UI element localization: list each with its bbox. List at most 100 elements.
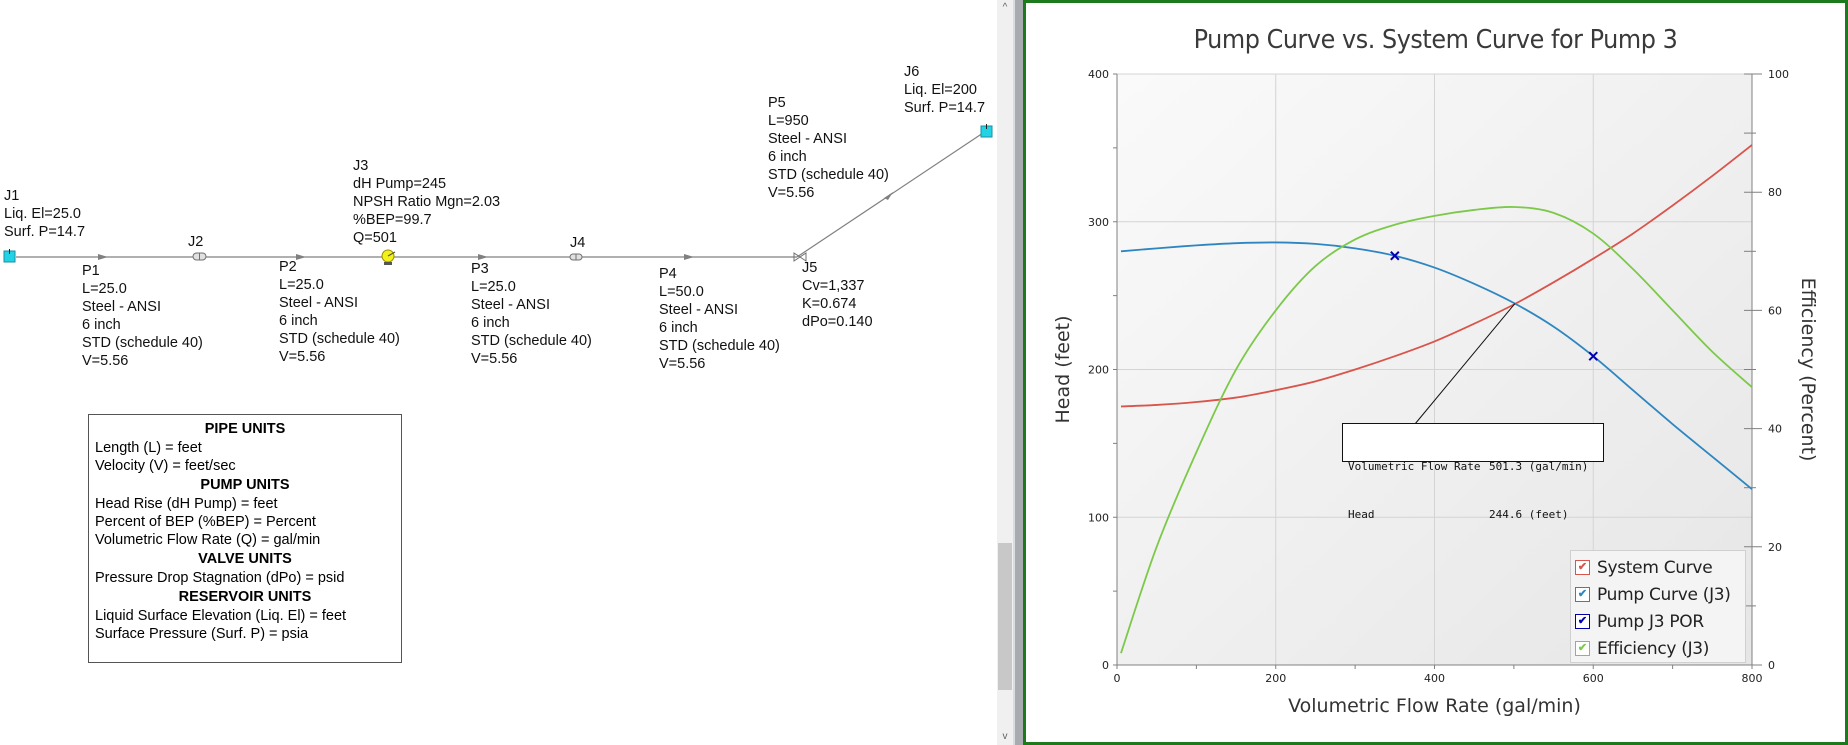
pipe-label-p2[interactable]: P2 L=25.0 Steel - ANSI 6 inch STD (sched… [279,258,400,366]
por-marker-x-icon[interactable] [1588,351,1598,361]
flow-arrow-icon [296,254,306,260]
pipe-label-p5[interactable]: P5 L=950 Steel - ANSI 6 inch STD (schedu… [768,94,889,202]
checkbox-icon[interactable]: ✔ [1575,587,1590,602]
por-markers[interactable] [1390,251,1598,361]
legend-label: System Curve [1597,557,1713,578]
svg-text:0: 0 [1102,659,1109,672]
units-legend[interactable]: PIPE UNITS Length (L) = feet Velocity (V… [88,414,402,663]
scrollbar-thumb[interactable] [998,543,1012,690]
chart-title: Pump Curve vs. System Curve for Pump 3 [1193,25,1678,55]
svg-text:80: 80 [1768,186,1782,199]
node-id: J2 [188,234,204,250]
pipe-property: V=5.56 [279,349,326,365]
flow-arrow-icon [684,254,694,260]
axes [1113,73,1762,669]
valve-units-header: VALVE UNITS [198,551,292,567]
svg-text:0: 0 [1114,672,1121,685]
y2-axis-title: Efficiency (Percent) [1797,278,1819,462]
x-axis-title: Volumetric Flow Rate (gal/min) [1288,695,1581,717]
por-marker-x-icon[interactable] [1390,251,1400,261]
pipe-property: 6 inch [659,320,698,336]
node-property: Surf. P=14.7 [904,100,986,116]
units-row: Surface Pressure (Surf. P) = psia [95,626,309,642]
pipe-label-p1[interactable]: P1 L=25.0 Steel - ANSI 6 inch STD (sched… [82,262,203,370]
svg-text:200: 200 [1265,672,1286,685]
node-property: NPSH Ratio Mgn=2.03 [353,194,501,210]
reservoir-icon[interactable] [980,124,993,138]
pipe-id: P1 [82,263,100,279]
annotation-label: Volumetric Flow Rate [1348,460,1481,473]
node-property: Q=501 [353,230,397,246]
flow-arrow-icon [884,192,893,200]
node-label-j6[interactable]: J6 Liq. El=200 Surf. P=14.7 [904,63,985,117]
svg-text:600: 600 [1583,672,1604,685]
annotation-row-flow: Volumetric Flow Rate 501.3 (gal/min) [1348,459,1598,475]
junction-icon[interactable] [192,252,207,261]
model-workspace[interactable]: J1 Liq. El=25.0 Surf. P=14.7 J2 J3 dH Pu… [0,0,997,745]
units-row: Volumetric Flow Rate (Q) = gal/min [95,532,321,548]
svg-text:60: 60 [1768,304,1782,317]
pipe-property: Steel - ANSI [768,131,847,147]
node-property: dPo=0.140 [802,314,873,330]
valve-icon[interactable] [793,252,807,262]
svg-text:100: 100 [1088,511,1109,524]
chart-legend: ✔ System Curve ✔ Pump Curve (J3) ✔ Pump … [1570,550,1746,663]
node-label-j4[interactable]: J4 [570,234,585,252]
node-label-j2[interactable]: J2 [188,233,203,251]
node-id: J4 [570,235,586,251]
checkbox-icon[interactable]: ✔ [1575,560,1590,575]
legend-item-efficiency[interactable]: ✔ Efficiency (J3) [1575,635,1741,662]
y-axis-title: Head (feet) [1052,315,1074,423]
node-property: Liq. El=200 [904,82,977,98]
legend-item-pump-por[interactable]: ✔ Pump J3 POR [1575,608,1741,635]
node-property: Cv=1,337 [802,278,865,294]
node-property: dH Pump=245 [353,176,447,192]
units-row: Velocity (V) = feet/sec [95,458,236,474]
units-row: Liquid Surface Elevation (Liq. El) = fee… [95,608,347,624]
legend-label: Efficiency (J3) [1597,638,1710,659]
pipe-property: 6 inch [471,315,510,331]
operating-point-annotation[interactable]: Volumetric Flow Rate 501.3 (gal/min) Head… [1342,423,1604,521]
scroll-down-icon[interactable]: v [1002,731,1008,742]
pane-splitter[interactable] [1013,0,1023,745]
node-label-j5[interactable]: J5 Cv=1,337 K=0.674 dPo=0.140 [802,259,873,331]
pipe-id: P5 [768,95,786,111]
pipe-property: L=25.0 [471,279,516,295]
legend-label: Pump J3 POR [1597,611,1704,632]
node-property: %BEP=99.7 [353,212,432,228]
pipe-property: STD (schedule 40) [471,333,592,349]
checkbox-icon[interactable]: ✔ [1575,641,1590,656]
svg-text:0: 0 [1768,659,1775,672]
pipe-property: V=5.56 [471,351,518,367]
node-id: J3 [353,158,369,174]
checkbox-icon[interactable]: ✔ [1575,614,1590,629]
svg-text:400: 400 [1424,672,1445,685]
legend-item-pump-curve[interactable]: ✔ Pump Curve (J3) [1575,581,1741,608]
node-id: J6 [904,64,920,80]
pipe-property: L=50.0 [659,284,704,300]
annotation-value: 501.3 (gal/min) [1489,460,1589,473]
pipe-property: V=5.56 [659,356,706,372]
flow-arrow-icon [98,254,108,260]
node-id: J1 [4,188,20,204]
annotation-row-head: Head 244.6 (feet) [1348,507,1598,523]
workspace-vertical-scrollbar[interactable]: ^ v [997,0,1013,745]
node-label-j1[interactable]: J1 Liq. El=25.0 Surf. P=14.7 [4,187,85,241]
svg-text:200: 200 [1088,364,1109,377]
pipe-property: V=5.56 [768,185,815,201]
pipe-id: P2 [279,259,297,275]
pipe-label-p4[interactable]: P4 L=50.0 Steel - ANSI 6 inch STD (sched… [659,265,780,373]
node-label-j3[interactable]: J3 dH Pump=245 NPSH Ratio Mgn=2.03 %BEP=… [353,157,500,247]
pipe-label-p3[interactable]: P3 L=25.0 Steel - ANSI 6 inch STD (sched… [471,260,592,368]
annotation-value: 244.6 (feet) [1489,508,1569,521]
pump-icon[interactable] [381,249,396,265]
reservoir-units-header: RESERVOIR UNITS [178,589,312,605]
scroll-up-icon[interactable]: ^ [1002,2,1008,13]
annotation-label: Head [1348,508,1375,521]
junction-icon[interactable] [569,253,583,261]
pipe-property: V=5.56 [82,353,129,369]
pipe-property: L=25.0 [82,281,127,297]
reservoir-icon[interactable] [3,249,16,263]
annotation-leader-line [1414,303,1516,425]
legend-item-system-curve[interactable]: ✔ System Curve [1575,554,1741,581]
